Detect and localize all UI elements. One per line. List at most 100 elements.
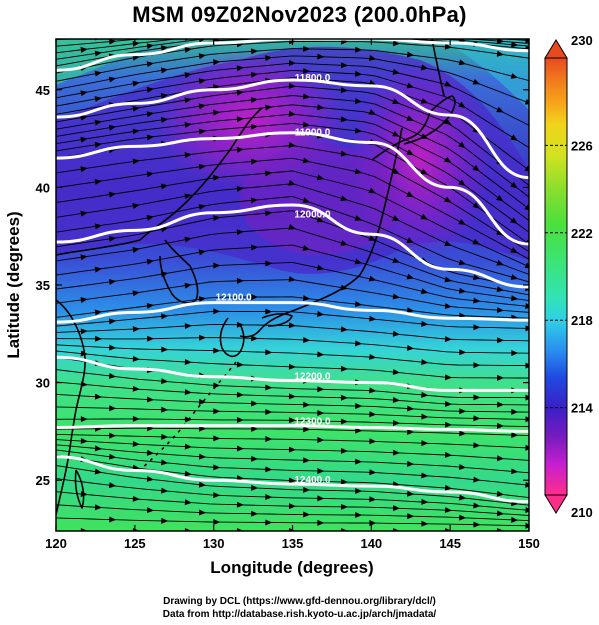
streamline-arrow: [524, 262, 529, 269]
x-tick-label: 150: [518, 536, 540, 551]
streamline: [56, 504, 529, 522]
streamline-arrow: [288, 82, 296, 89]
streamline-arrow: [288, 322, 296, 329]
streamline-arrow: [340, 116, 349, 123]
streamline-arrow: [525, 481, 529, 488]
streamline-arrow: [94, 445, 103, 452]
streamline-arrow: [444, 451, 453, 458]
streamline-arrow: [109, 516, 117, 523]
streamline-arrow: [340, 418, 349, 425]
streamline-arrow: [94, 50, 103, 57]
height-contour-line: [56, 355, 529, 392]
colorbar-label: 230: [571, 33, 593, 48]
streamline-arrow: [302, 157, 311, 164]
streamline-arrow: [161, 517, 169, 524]
streamline-arrow: [511, 432, 519, 439]
streamline-arrow: [407, 28, 414, 34]
streamline: [56, 444, 529, 474]
x-tick-label: 140: [360, 536, 382, 551]
streamline-arrow: [406, 307, 415, 314]
streamline-arrow: [161, 378, 169, 385]
streamline-arrow: [420, 288, 429, 295]
streamline-arrow: [354, 98, 363, 105]
x-tick-label: 125: [124, 536, 146, 551]
streamline-arrow: [354, 301, 363, 308]
streamline-arrow: [472, 164, 480, 172]
streamline-arrow: [108, 124, 117, 131]
streamline-arrow: [525, 303, 529, 310]
streamline-arrow: [407, 513, 415, 520]
streamline-arrow: [341, 30, 348, 36]
streamline-arrow: [302, 295, 311, 302]
streamline-arrow: [184, 72, 192, 79]
streamline-arrow: [355, 512, 363, 519]
streamline-arrow: [184, 499, 192, 506]
streamline-arrow: [406, 273, 415, 280]
streamline-arrow: [458, 494, 467, 501]
streamline-arrow: [213, 215, 221, 222]
streamline-arrow: [406, 344, 415, 351]
streamline: [56, 337, 529, 354]
streamline-arrow: [213, 109, 221, 116]
colorbar-body: [544, 57, 568, 496]
streamline-arrow: [497, 31, 504, 37]
streamline-arrow: [355, 340, 363, 347]
streamline-arrow: [392, 419, 401, 426]
streamline: [56, 196, 529, 283]
streamline-arrow: [473, 415, 481, 422]
streamline-arrow: [317, 467, 325, 474]
streamline-arrow: [355, 458, 363, 465]
streamline-arrow: [199, 509, 207, 516]
streamline-arrow: [265, 466, 273, 473]
x-axis-title: Longitude (degrees): [210, 558, 373, 577]
streamline-arrow: [265, 104, 273, 111]
streamline-arrow: [393, 32, 400, 38]
streamline-arrow: [303, 67, 311, 74]
streamline-arrow: [355, 402, 363, 409]
streamline-arrow: [94, 119, 103, 126]
streamline-arrow: [511, 516, 519, 523]
streamline-arrow: [108, 453, 117, 460]
streamline-arrow: [236, 416, 244, 423]
y-tick-label: 25: [36, 473, 50, 488]
streamline-arrow: [265, 436, 273, 443]
streamline-arrow: [132, 355, 140, 362]
streamline-arrow: [407, 490, 415, 497]
streamline-arrow: [497, 337, 505, 344]
streamline-arrow: [265, 408, 273, 415]
streamline-arrow: [340, 503, 349, 510]
streamline-arrow: [146, 134, 155, 141]
streamline-arrow: [369, 496, 377, 503]
streamline-arrow: [80, 297, 88, 304]
streamline-arrow: [161, 459, 169, 466]
streamline-arrow: [355, 46, 363, 53]
streamline-arrow: [368, 55, 377, 61]
streamline-arrow: [184, 282, 192, 289]
streamline-arrow: [132, 128, 140, 135]
streamline-arrow: [146, 171, 155, 178]
streamline-arrow: [303, 401, 311, 408]
streamline-arrow: [288, 224, 296, 230]
streamline-arrow: [146, 258, 155, 265]
streamline: [56, 406, 529, 420]
streamline-arrow: [132, 54, 140, 61]
streamline-arrow: [94, 393, 103, 400]
streamline: [56, 517, 529, 527]
streamline-arrow: [94, 96, 103, 103]
streamline-arrow: [288, 59, 296, 66]
streamline-arrow: [198, 128, 207, 135]
streamline-arrow: [160, 45, 169, 52]
height-contour-line: [56, 78, 529, 180]
streamline-arrow: [458, 141, 466, 149]
streamline-arrow: [303, 45, 311, 52]
streamline-arrow: [354, 168, 363, 175]
streamline-arrow: [392, 449, 401, 456]
streamline-arrow: [510, 217, 518, 224]
streamline-arrow: [354, 127, 363, 134]
streamline-arrow: [496, 286, 505, 293]
streamline-arrow: [94, 504, 103, 511]
streamline-arrow: [265, 349, 273, 356]
streamline-arrow: [146, 449, 155, 456]
streamline-arrow: [444, 80, 452, 87]
plot-area: 11700.011800.011900.012000.012100.012200…: [56, 28, 529, 531]
